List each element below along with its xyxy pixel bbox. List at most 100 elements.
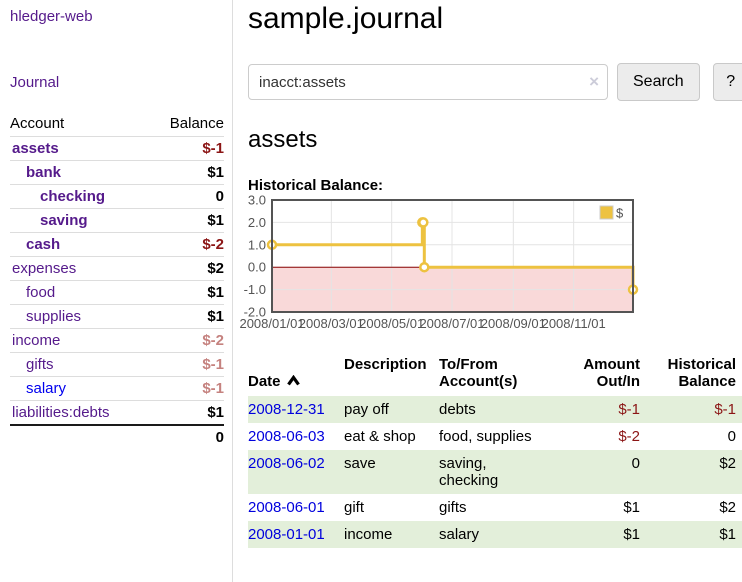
svg-text:2008/09/01: 2008/09/01: [481, 316, 546, 331]
journal-link[interactable]: Journal: [10, 74, 60, 91]
account-link[interactable]: assets: [12, 140, 59, 157]
account-balance: $-1: [148, 352, 224, 377]
svg-text:2008/05/01: 2008/05/01: [359, 316, 424, 331]
register-table: Date Description To/From Account(s) Amou…: [248, 352, 742, 548]
svg-text:2008/11/01: 2008/11/01: [542, 316, 606, 331]
search-form: × Search ?: [248, 63, 742, 101]
svg-text:0.0: 0.0: [248, 260, 266, 275]
account-row: income $-2: [10, 328, 224, 353]
transaction-amount: $1: [623, 499, 640, 516]
transaction-date-link[interactable]: 2008-12-31: [248, 401, 325, 418]
search-input[interactable]: [248, 64, 608, 100]
accounts-header-row: Account Balance: [10, 112, 224, 137]
accounts-header-account: Account: [10, 112, 149, 137]
chart-title: Historical Balance:: [248, 177, 384, 194]
register-row: 2008-06-03 eat & shop food, supplies $-2 0: [248, 423, 742, 450]
accounts-header-balance: Balance: [148, 112, 224, 137]
svg-text:3.0: 3.0: [248, 193, 266, 208]
transaction-accounts: debts: [439, 401, 476, 418]
accounts-table: Account Balance assets $-1 bank $1 checking 0…: [10, 112, 224, 449]
account-link[interactable]: checking: [40, 188, 106, 205]
transaction-amount: 0: [631, 455, 640, 472]
account-balance: $1: [148, 280, 224, 305]
accounts-total-spacer: [10, 424, 149, 449]
register-header-date[interactable]: Date: [248, 352, 344, 396]
account-balance: $1: [148, 208, 224, 233]
transaction-date-link[interactable]: 2008-06-03: [248, 428, 325, 445]
account-row: assets $-1: [10, 136, 224, 161]
account-link[interactable]: bank: [26, 164, 62, 181]
transaction-balance: $1: [719, 526, 736, 543]
transaction-accounts: saving, checking: [439, 455, 499, 489]
account-balance: $1: [148, 160, 224, 185]
transaction-accounts: gifts: [439, 499, 467, 516]
main-panel: sample.journal × Search ? assets Histori…: [233, 0, 742, 582]
account-row: liabilities:debts $1: [10, 400, 224, 426]
account-balance: $-1: [148, 136, 224, 161]
svg-text:2008/03/01: 2008/03/01: [299, 316, 364, 331]
transaction-description: pay off: [344, 401, 389, 418]
account-link[interactable]: income: [12, 332, 61, 349]
account-link[interactable]: salary: [26, 380, 67, 397]
account-balance: 0: [148, 184, 224, 209]
account-balance: $2: [148, 256, 224, 281]
transaction-description: gift: [344, 499, 365, 516]
balance-chart-svg: 3.0 2.0 1.0 0.0 -1.0 -2.02008/01/012008/03/01…: [239, 193, 639, 331]
account-link[interactable]: expenses: [12, 260, 77, 277]
transaction-balance: $-1: [714, 401, 736, 418]
search-button[interactable]: Search: [617, 63, 700, 101]
account-link[interactable]: saving: [40, 212, 88, 229]
transaction-date-link[interactable]: 2008-06-01: [248, 499, 325, 516]
register-header-date-label: Date: [248, 373, 281, 390]
app-title-link[interactable]: hledger-web: [10, 8, 93, 25]
help-button[interactable]: ?: [712, 63, 742, 101]
accounts-total-value: 0: [148, 424, 224, 449]
transaction-description: save: [344, 455, 376, 472]
clear-search-icon[interactable]: ×: [589, 72, 599, 92]
account-row: cash $-2: [10, 232, 224, 257]
register-row: 2008-06-02 save saving, checking 0 $2: [248, 450, 742, 494]
account-balance: $1: [148, 304, 224, 329]
register-header-balance: Historical Balance: [667, 356, 736, 390]
transaction-date-link[interactable]: 2008-06-02: [248, 455, 325, 472]
journal-nav: Journal: [10, 74, 224, 92]
account-heading: assets: [248, 126, 318, 153]
accounts-total-row: 0: [10, 424, 224, 449]
register-header-row: Date Description To/From Account(s) Amou…: [248, 352, 742, 396]
accounts-body: assets $-1 bank $1 checking 0 saving $1 cash $-2 e…: [10, 136, 224, 426]
register-header-description: Description: [344, 356, 427, 373]
account-row: gifts $-1: [10, 352, 224, 377]
register-row: 2008-06-01 gift gifts $1 $2: [248, 494, 742, 521]
historical-balance-chart: 3.0 2.0 1.0 0.0 -1.0 -2.0 2008/01/01 2008/03/01…: [239, 193, 742, 336]
transaction-balance: 0: [727, 428, 736, 445]
transaction-balance: $2: [719, 455, 736, 472]
register-row: 2008-12-31 pay off debts $-1 $-1: [248, 396, 742, 423]
account-link[interactable]: cash: [26, 236, 61, 253]
account-link[interactable]: supplies: [26, 308, 82, 325]
transaction-balance: $2: [719, 499, 736, 516]
transaction-accounts: food, supplies: [439, 428, 532, 445]
register-body: 2008-12-31 pay off debts $-1 $-1 2008-06-03 ea…: [248, 396, 742, 548]
sidebar: hledger-web Journal Account Balance asse…: [0, 0, 233, 582]
transaction-amount: $-2: [618, 428, 640, 445]
register-row: 2008-01-01 income salary $1 $1: [248, 521, 742, 548]
svg-text:1.0: 1.0: [248, 237, 266, 252]
account-link[interactable]: liabilities:debts: [12, 404, 110, 421]
svg-text:-1.0: -1.0: [244, 282, 266, 297]
transaction-description: income: [344, 526, 393, 543]
account-link[interactable]: gifts: [26, 356, 54, 373]
transaction-date-link[interactable]: 2008-01-01: [248, 526, 325, 543]
account-row: food $1: [10, 280, 224, 305]
account-link[interactable]: food: [26, 284, 56, 301]
account-balance: $1: [148, 400, 224, 426]
transaction-amount: $-1: [618, 401, 640, 418]
account-row: expenses $2: [10, 256, 224, 281]
transaction-amount: $1: [623, 526, 640, 543]
account-row: checking 0: [10, 184, 224, 209]
register-header-accounts: To/From Account(s): [439, 356, 518, 390]
svg-text:-2.0: -2.0: [244, 305, 266, 320]
register-header-amount: Amount Out/In: [583, 356, 640, 390]
page-title: sample.journal: [248, 2, 444, 35]
account-balance: $-1: [148, 376, 224, 401]
